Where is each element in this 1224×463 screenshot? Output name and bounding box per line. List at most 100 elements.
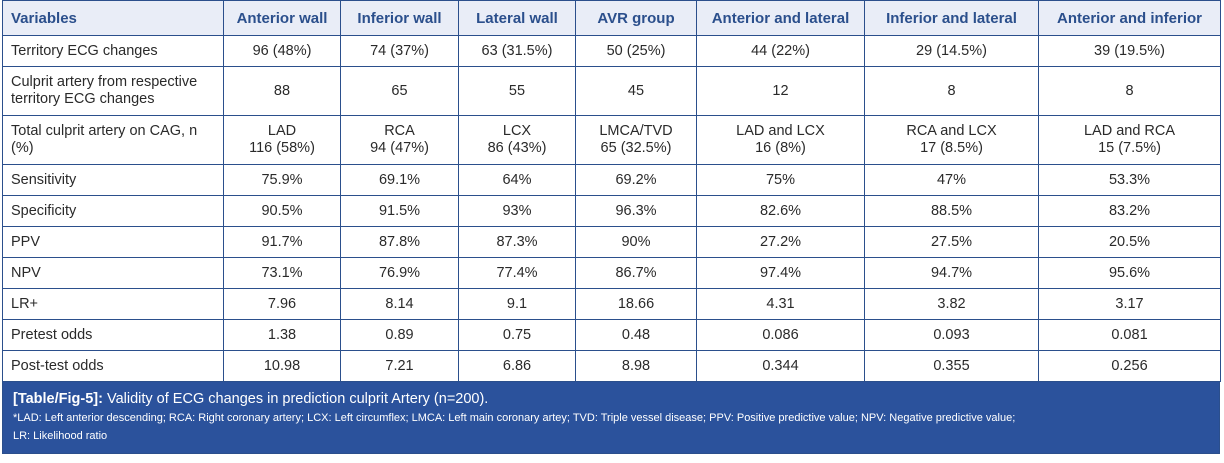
row-label: Post-test odds [2,350,224,382]
table-row: PPV 91.7% 87.8% 87.3% 90% 27.2% 27.5% 20… [2,226,1221,258]
row-label: Culprit artery from respective territory… [2,66,224,116]
table-cell: 69.1% [340,164,459,196]
table-cell: 0.086 [696,319,865,351]
table-cell: 88 [223,66,341,116]
table-row: Specificity 90.5% 91.5% 93% 96.3% 82.6% … [2,195,1221,227]
table-cell: 91.5% [340,195,459,227]
table-row: Pretest odds 1.38 0.89 0.75 0.48 0.086 0… [2,319,1221,351]
artery-count: 94 (47%) [370,140,429,156]
table-cell: LCX 86 (43%) [458,115,576,165]
validity-table: Variables Anterior wall Inferior wall La… [2,0,1221,382]
table-cell: 53.3% [1038,164,1221,196]
table-cell: 90% [575,226,697,258]
table-cell: RCA 94 (47%) [340,115,459,165]
table-cell: 44 (22%) [696,35,865,67]
table-row: Post-test odds 10.98 7.21 6.86 8.98 0.34… [2,350,1221,382]
table-cell: RCA and LCX 17 (8.5%) [864,115,1039,165]
table-cell: 3.17 [1038,288,1221,320]
column-header-inferior-wall: Inferior wall [340,0,459,36]
artery-name: RCA [384,123,415,139]
table-cell: 96.3% [575,195,697,227]
table-cell: 47% [864,164,1039,196]
row-label: NPV [2,257,224,289]
table-cell: 20.5% [1038,226,1221,258]
table-cell: 12 [696,66,865,116]
table-row: Sensitivity 75.9% 69.1% 64% 69.2% 75% 47… [2,164,1221,196]
table-cell: 93% [458,195,576,227]
table-cell: 0.256 [1038,350,1221,382]
artery-count: 116 (58%) [249,140,315,156]
table-cell: 75.9% [223,164,341,196]
row-label: Specificity [2,195,224,227]
header-row: Variables Anterior wall Inferior wall La… [2,0,1221,36]
table-cell: 9.1 [458,288,576,320]
caption-text: Validity of ECG changes in prediction cu… [106,391,489,407]
row-label: Pretest odds [2,319,224,351]
column-header-inferior-lateral: Inferior and lateral [864,0,1039,36]
table-cell: 91.7% [223,226,341,258]
column-header-variables: Variables [2,0,224,36]
table-cell: 90.5% [223,195,341,227]
table-cell: LAD 116 (58%) [223,115,341,165]
artery-count: 17 (8.5%) [920,140,983,156]
table-cell: 10.98 [223,350,341,382]
table-cell: 45 [575,66,697,116]
caption-title: [Table/Fig-5]: Validity of ECG changes i… [13,390,1209,409]
column-header-anterior-lateral: Anterior and lateral [696,0,865,36]
table-cell: 8 [864,66,1039,116]
row-label: Total culprit artery on CAG, n (%) [2,115,224,165]
artery-name: LAD and LCX [736,123,825,139]
row-label: PPV [2,226,224,258]
artery-name: LAD and RCA [1083,123,1176,139]
table-cell: 0.75 [458,319,576,351]
table-cell: 18.66 [575,288,697,320]
table-figure: Variables Anterior wall Inferior wall La… [2,0,1222,454]
table-cell: 0.89 [340,319,459,351]
table-cell: 39 (19.5%) [1038,35,1221,67]
table-cell: 83.2% [1038,195,1221,227]
table-cell: 27.5% [864,226,1039,258]
artery-name: LCX [502,123,532,139]
column-header-avr-group: AVR group [575,0,697,36]
table-cell: 94.7% [864,257,1039,289]
abbreviation-note: *LAD: Left anterior descending; RCA: Rig… [13,412,1016,424]
table-cell: 63 (31.5%) [458,35,576,67]
table-cell: 0.344 [696,350,865,382]
table-cell: 27.2% [696,226,865,258]
artery-name: LAD [267,123,297,139]
row-label: Sensitivity [2,164,224,196]
table-cell: 64% [458,164,576,196]
table-cell: 7.96 [223,288,341,320]
abbreviation-note-2: LR: Likelihood ratio [13,430,108,442]
table-cell: 73.1% [223,257,341,289]
table-cell: 69.2% [575,164,697,196]
table-cell: 0.093 [864,319,1039,351]
table-cell: LAD and RCA 15 (7.5%) [1038,115,1221,165]
table-cell: 8.98 [575,350,697,382]
table-cell: 77.4% [458,257,576,289]
table-cell: 76.9% [340,257,459,289]
table-cell: 86.7% [575,257,697,289]
table-cell: 88.5% [864,195,1039,227]
artery-name: LMCA/TVD [599,123,673,139]
table-cell: 8.14 [340,288,459,320]
table-cell: LAD and LCX 16 (8%) [696,115,865,165]
table-cell: 6.86 [458,350,576,382]
table-cell: 87.3% [458,226,576,258]
table-cell: 3.82 [864,288,1039,320]
table-cell: 50 (25%) [575,35,697,67]
table-cell: 0.355 [864,350,1039,382]
table-cell: 7.21 [340,350,459,382]
table-row: Culprit artery from respective territory… [2,66,1221,116]
table-cell: 0.081 [1038,319,1221,351]
artery-count: 16 (8%) [755,140,806,156]
column-header-lateral-wall: Lateral wall [458,0,576,36]
table-cell: 1.38 [223,319,341,351]
table-cell: 82.6% [696,195,865,227]
table-row: LR+ 7.96 8.14 9.1 18.66 4.31 3.82 3.17 [2,288,1221,320]
table-row: NPV 73.1% 76.9% 77.4% 86.7% 97.4% 94.7% … [2,257,1221,289]
table-cell: 97.4% [696,257,865,289]
column-header-anterior-inferior: Anterior and inferior [1038,0,1221,36]
caption-tag: [Table/Fig-5]: [13,391,103,407]
artery-name: RCA and LCX [906,123,997,139]
